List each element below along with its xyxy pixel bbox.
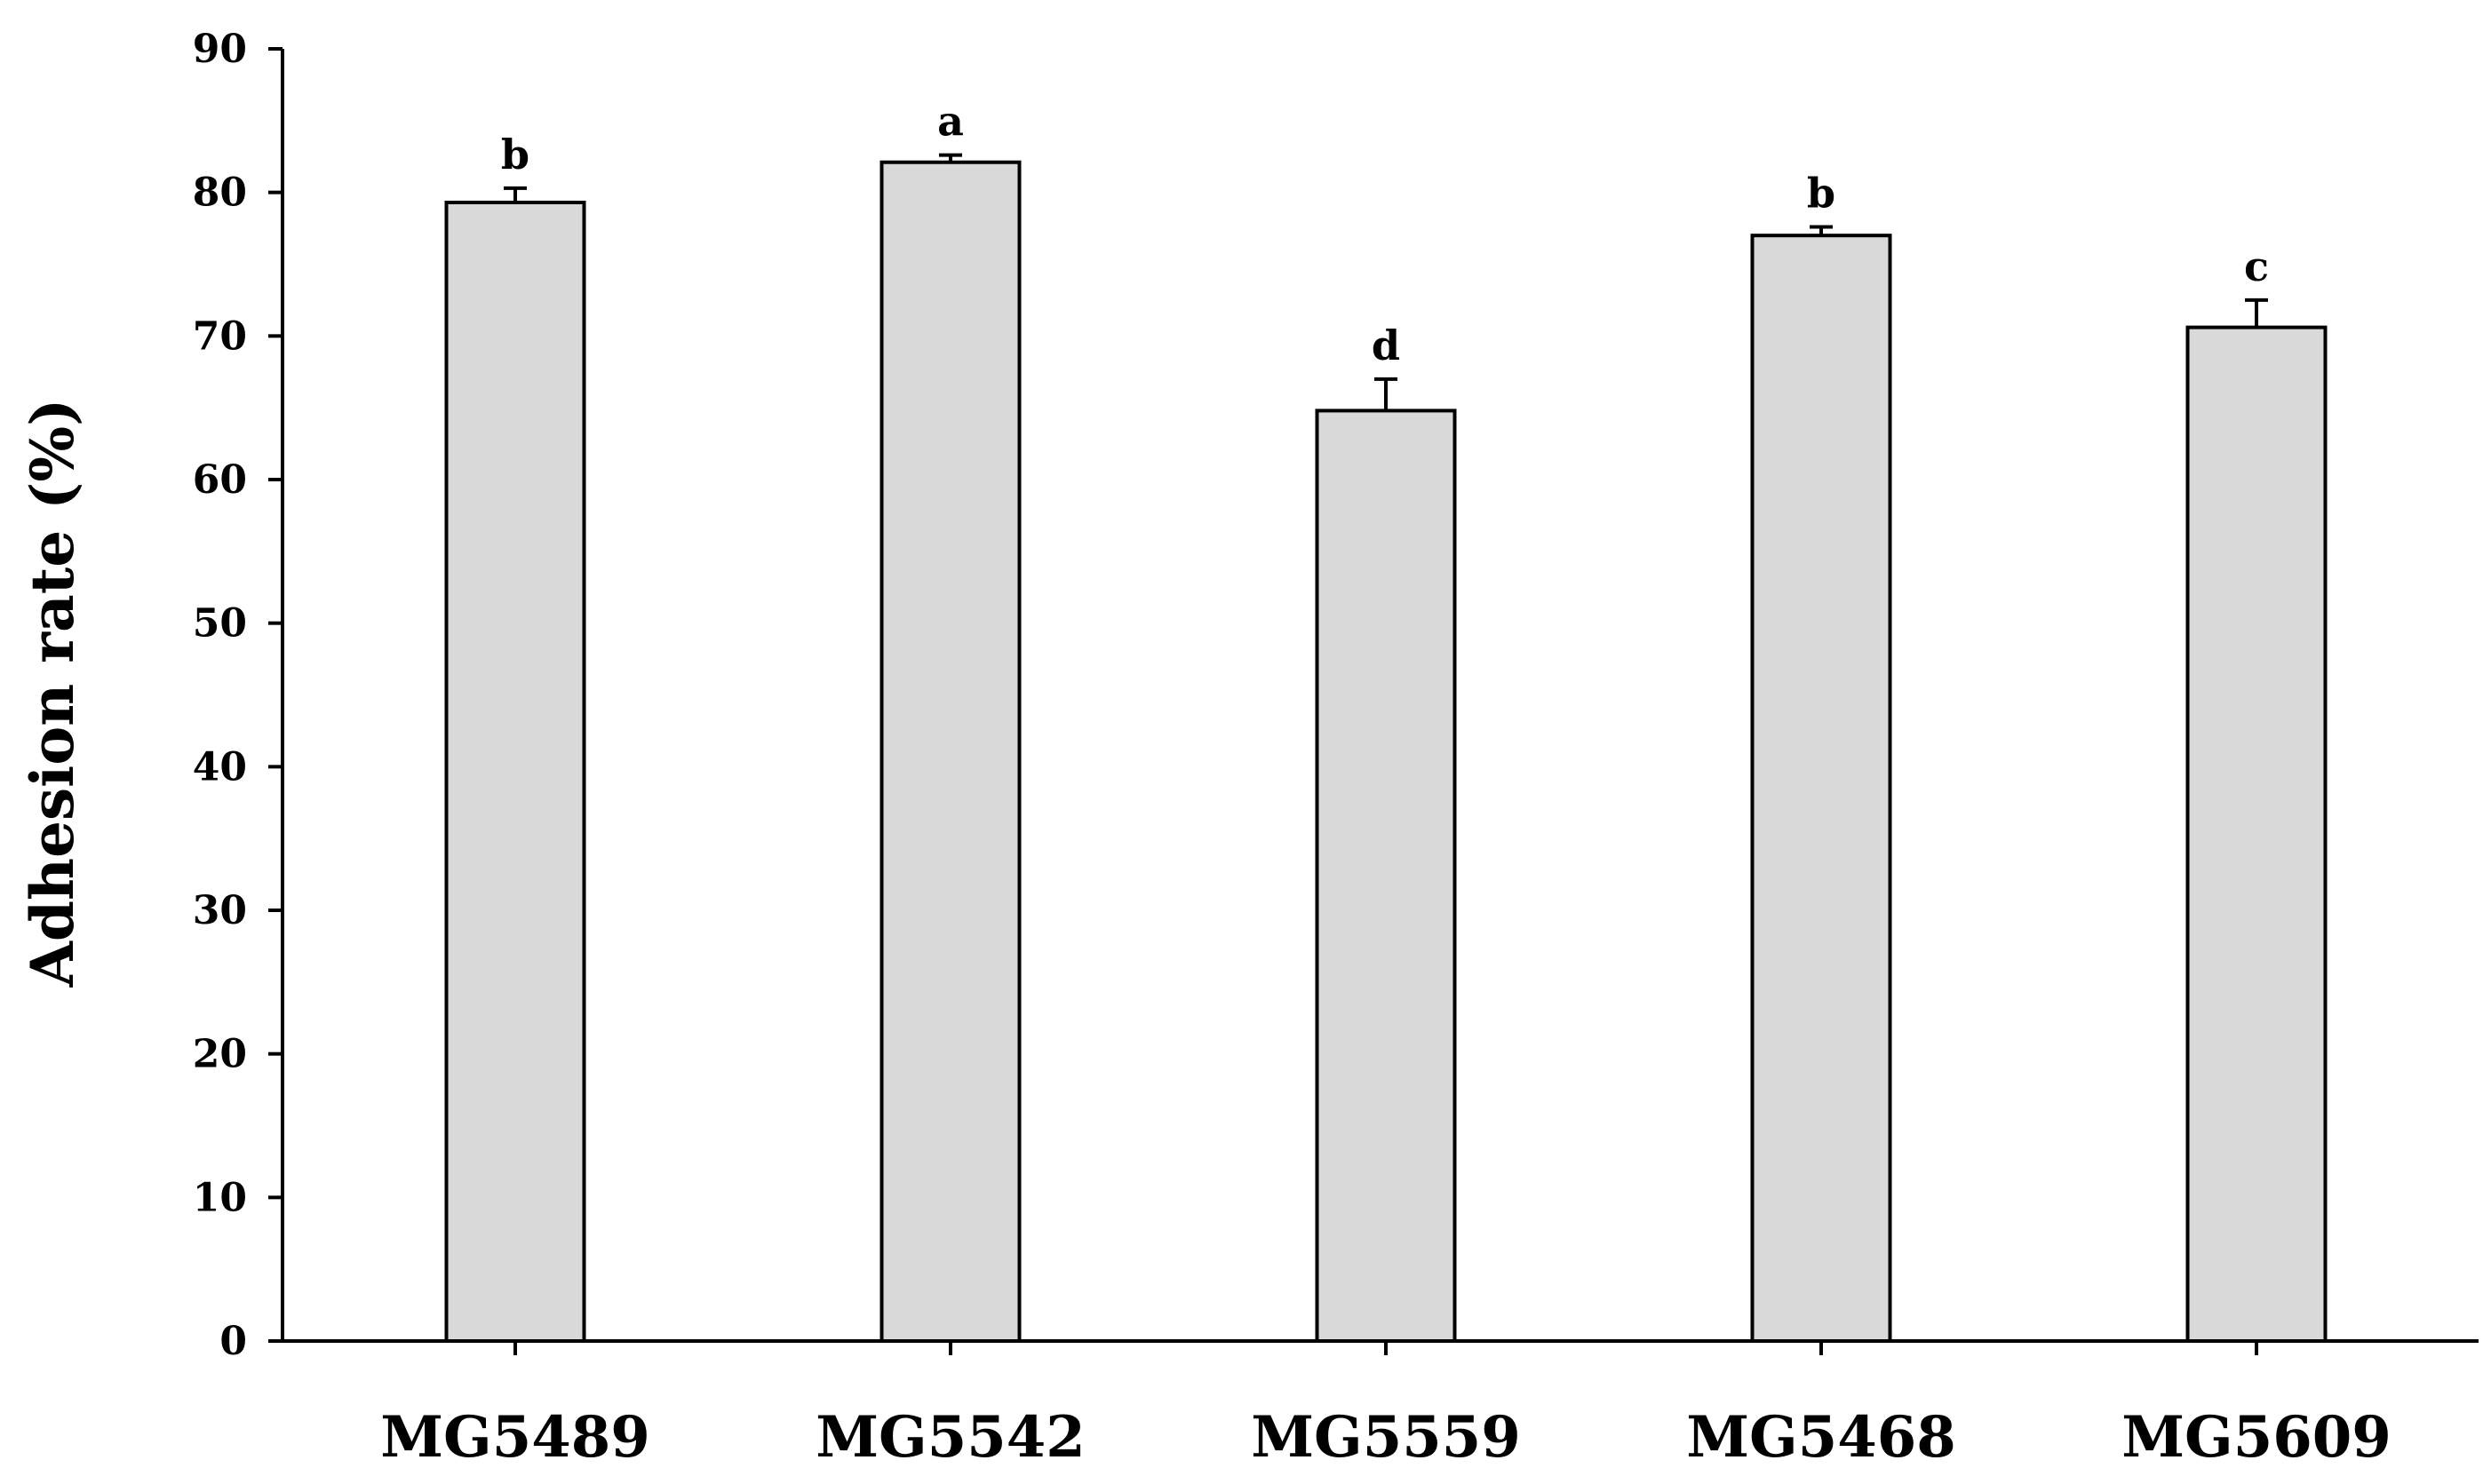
significance-label: b bbox=[1807, 169, 1835, 217]
bar-mg5489 bbox=[444, 200, 586, 1344]
y-tick-label: 30 bbox=[193, 888, 247, 933]
bar-mg5542 bbox=[879, 160, 1022, 1343]
y-tick-label: 60 bbox=[193, 457, 247, 503]
bar-series bbox=[444, 160, 2328, 1344]
category-label: MG5489 bbox=[380, 1404, 650, 1471]
x-axis bbox=[283, 1339, 2479, 1355]
error-bars bbox=[504, 153, 2268, 411]
y-axis-title: Adhesion rate (%) bbox=[18, 399, 87, 988]
significance-label: d bbox=[1372, 321, 1400, 369]
y-tick-label: 20 bbox=[193, 1032, 247, 1077]
bar-mg5468 bbox=[1750, 234, 1892, 1344]
significance-label: b bbox=[501, 131, 529, 179]
category-label: MG5542 bbox=[816, 1404, 1086, 1471]
y-tick-label: 90 bbox=[193, 27, 247, 72]
y-tick-label: 70 bbox=[193, 313, 247, 359]
y-tick-label: 40 bbox=[193, 744, 247, 790]
significance-label: c bbox=[2244, 242, 2269, 290]
category-label: MG5468 bbox=[1686, 1404, 1956, 1471]
y-tick-label: 0 bbox=[219, 1319, 247, 1364]
y-tick-label: 80 bbox=[193, 171, 247, 216]
y-axis: 0 10 20 30 40 50 60 70 80 90 bbox=[193, 27, 284, 1364]
bar-mg5559 bbox=[1315, 409, 1457, 1343]
category-label: MG5609 bbox=[2121, 1404, 2392, 1471]
significance-label: a bbox=[937, 98, 964, 146]
y-tick-label: 50 bbox=[193, 601, 247, 647]
category-labels: MG5489 MG5542 MG5559 MG5468 MG5609 bbox=[380, 1404, 2392, 1471]
category-label: MG5559 bbox=[1251, 1404, 1521, 1471]
y-tick-label: 10 bbox=[193, 1175, 247, 1220]
bar-mg5609 bbox=[2185, 325, 2328, 1344]
significance-labels: b a d b c bbox=[501, 98, 2269, 369]
